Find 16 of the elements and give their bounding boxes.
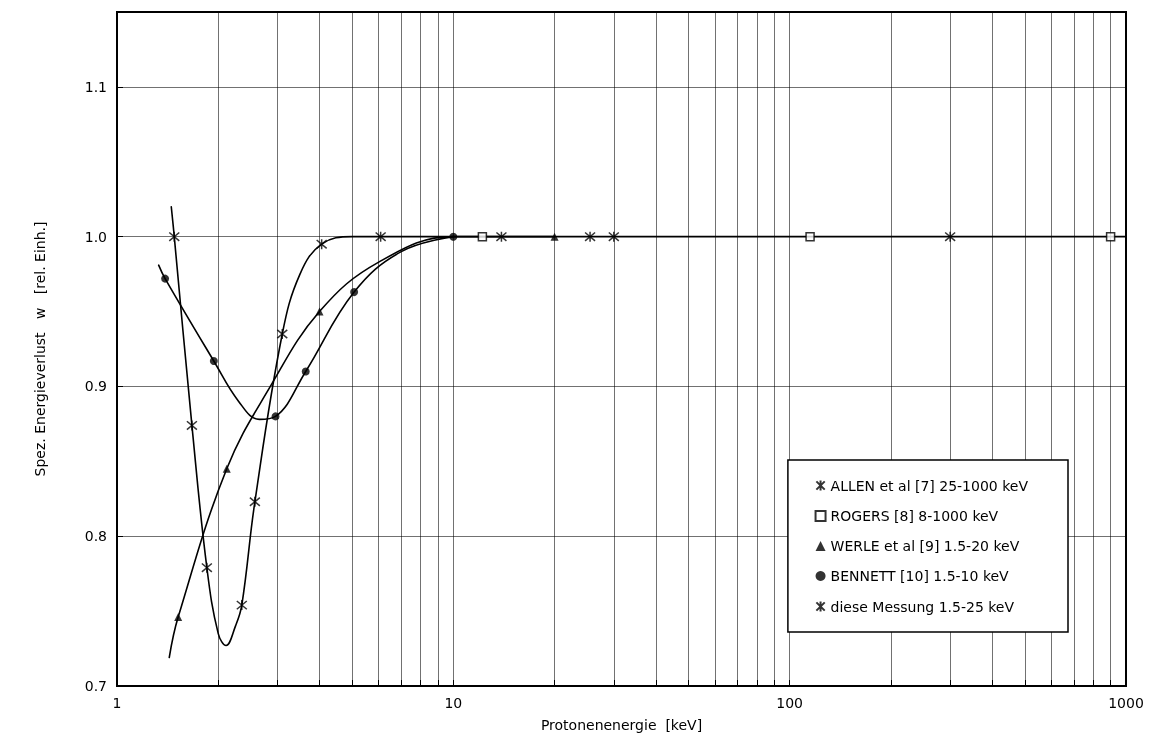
x-axis-title: Protonenenergie [keV] xyxy=(540,717,703,733)
y-tick-label: 0.9 xyxy=(84,378,107,395)
legend-label: ALLEN et al [7] 25-1000 keV xyxy=(830,477,1029,494)
y-axis-title: Spez. Energieverlust w [rel. Einh.] xyxy=(32,221,48,477)
y-tick-label: 1.1 xyxy=(84,78,107,95)
legend-label: ROGERS [8] 8-1000 keV xyxy=(830,508,999,524)
y-tick-label: 0.7 xyxy=(84,678,107,694)
legend-label: diese Messung 1.5-25 keV xyxy=(830,598,1015,615)
x-tick-label: 1 xyxy=(112,695,122,711)
legend-label: BENNETT [10] 1.5-10 keV xyxy=(830,568,1010,584)
legend-label: WERLE et al [9] 1.5-20 keV xyxy=(830,538,1020,554)
y-tick-label: 0.8 xyxy=(84,528,107,545)
x-tick-label: 100 xyxy=(776,695,804,711)
y-tick-label: 1.0 xyxy=(84,228,107,245)
x-tick-label: 1000 xyxy=(1108,695,1144,711)
x-tick-label: 10 xyxy=(444,695,463,711)
